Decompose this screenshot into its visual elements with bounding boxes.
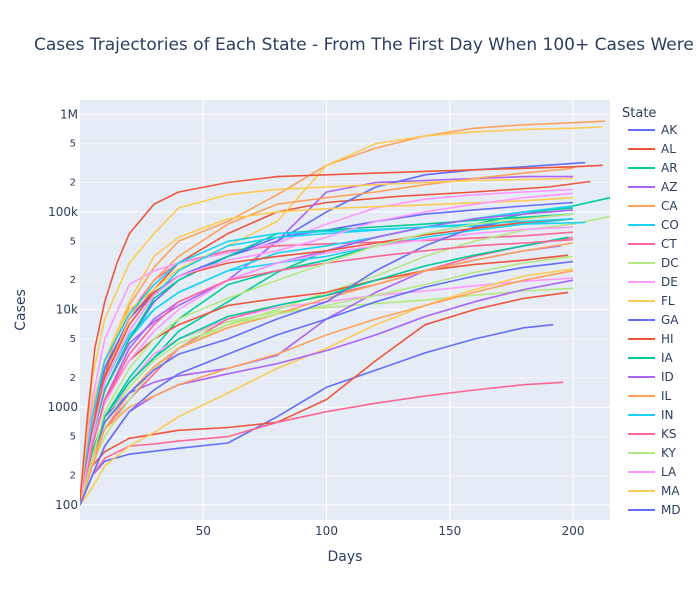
series-line-29 — [80, 226, 574, 506]
y-tick-label: 10k — [56, 303, 78, 317]
legend-item-hi[interactable]: HI — [628, 332, 674, 346]
legend-item-ca[interactable]: CA — [628, 199, 678, 213]
y-tick-label: 100k — [48, 205, 78, 219]
y-axis-title: Cases — [13, 289, 29, 331]
series-line-ca — [80, 120, 606, 506]
legend-label: MD — [661, 503, 681, 517]
legend-item-ks[interactable]: KS — [628, 427, 677, 441]
legend-item-ma[interactable]: MA — [628, 484, 680, 498]
legend-item-il[interactable]: IL — [628, 389, 672, 403]
y-minor-tick-label: 5 — [70, 432, 76, 443]
series-line-ma — [80, 196, 574, 506]
legend-item-in[interactable]: IN — [628, 408, 674, 422]
legend-label: LA — [661, 465, 677, 479]
series-line-40 — [80, 177, 574, 505]
legend-item-de[interactable]: DE — [628, 275, 678, 289]
x-tick-label: 50 — [196, 524, 211, 538]
series-line-35 — [80, 269, 574, 506]
series-line-la — [80, 188, 574, 505]
legend-label: CO — [661, 218, 679, 232]
chart-title: Cases Trajectories of Each State - From … — [34, 35, 700, 55]
legend-label: GA — [661, 313, 679, 327]
legend-item-al[interactable]: AL — [628, 142, 676, 156]
legend-label: AL — [661, 142, 676, 156]
legend-item-id[interactable]: ID — [628, 370, 674, 384]
x-tick-label: 150 — [438, 524, 461, 538]
legend-item-md[interactable]: MD — [628, 503, 681, 517]
legend[interactable]: AK AL AR AZ CA CO CT DC DE FL GA HI IA ID IL IN KS KY LA MA… — [628, 123, 681, 517]
series-line-37 — [80, 238, 574, 506]
legend-item-ak[interactable]: AK — [628, 123, 678, 137]
x-axis-title: Days — [328, 549, 363, 565]
legend-item-fl[interactable]: FL — [628, 294, 675, 308]
y-minor-tick-label: 5 — [70, 334, 76, 345]
legend-label: CA — [661, 199, 678, 213]
y-tick-label: 100 — [55, 498, 78, 512]
y-minor-tick-label: 2 — [70, 373, 76, 384]
x-tick-label: 100 — [315, 524, 338, 538]
legend-label: IN — [661, 408, 674, 422]
legend-label: AR — [661, 161, 678, 175]
legend-label: DC — [661, 256, 679, 270]
legend-label: ID — [661, 370, 674, 384]
series-line-30 — [80, 268, 574, 506]
legend-label: KS — [661, 427, 677, 441]
legend-item-dc[interactable]: DC — [628, 256, 679, 270]
series-line-27 — [80, 381, 564, 506]
legend-label: FL — [661, 294, 675, 308]
legend-label: IA — [661, 351, 674, 365]
legend-item-co[interactable]: CO — [628, 218, 679, 232]
legend-label: IL — [661, 389, 672, 403]
legend-label: DE — [661, 275, 678, 289]
series-line-39 — [80, 192, 574, 506]
legend-label: HI — [661, 332, 674, 346]
y-minor-tick-label: 2 — [70, 178, 76, 189]
legend-title: State — [622, 106, 656, 121]
y-tick-label: 1000 — [47, 400, 78, 414]
legend-item-la[interactable]: LA — [628, 465, 677, 479]
y-minor-tick-label: 2 — [70, 275, 76, 286]
legend-item-ia[interactable]: IA — [628, 351, 674, 365]
series-line-42 — [80, 164, 603, 501]
y-minor-tick-label: 5 — [70, 139, 76, 150]
series-line-33 — [80, 236, 569, 506]
x-tick-label: 200 — [562, 524, 585, 538]
x-axis: 50 100 150 200 — [196, 524, 585, 538]
legend-label: CT — [661, 237, 677, 251]
series-line-41 — [80, 260, 574, 506]
legend-item-ar[interactable]: AR — [628, 161, 678, 175]
series-line-38 — [80, 213, 574, 506]
legend-item-ga[interactable]: GA — [628, 313, 679, 327]
y-tick-label: 1M — [60, 107, 78, 121]
legend-label: AZ — [661, 180, 677, 194]
legend-label: MA — [661, 484, 680, 498]
legend-label: KY — [661, 446, 676, 460]
series-line-32 — [80, 218, 574, 506]
y-minor-tick-label: 5 — [70, 236, 76, 247]
y-minor-tick-label: 2 — [70, 470, 76, 481]
series-line-ky — [80, 215, 610, 506]
legend-item-ky[interactable]: KY — [628, 446, 676, 460]
series-lines — [80, 120, 610, 506]
series-line-ak — [80, 323, 554, 506]
series-line-25 — [80, 242, 574, 506]
legend-label: AK — [661, 123, 678, 137]
legend-item-az[interactable]: AZ — [628, 180, 677, 194]
y-axis: 2 5 2 5 2 5 2 5 100 1000 10k 100k 1M — [47, 107, 78, 512]
legend-item-ct[interactable]: CT — [628, 237, 677, 251]
